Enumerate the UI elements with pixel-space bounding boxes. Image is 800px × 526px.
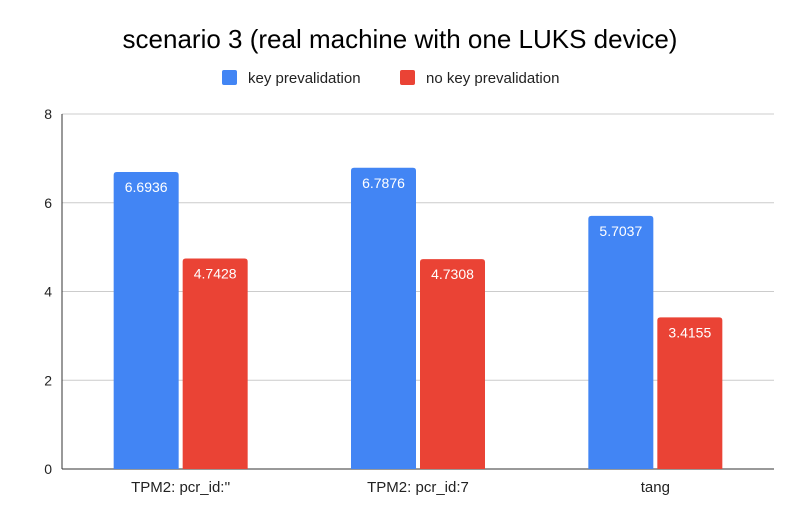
bar [113,171,179,469]
bar [351,167,416,470]
legend-swatch [400,70,415,85]
y-tick-label: 6 [44,195,52,211]
data-label: 5.7037 [599,223,642,239]
legend: key prevalidation no key prevalidation [222,70,559,87]
y-tick-label: 4 [44,284,52,300]
x-tick-label: TPM2: pcr_id:'' [131,479,230,496]
bar [182,258,248,469]
y-tick-label: 8 [44,106,52,122]
data-label: 6.7876 [362,175,405,191]
bar [657,317,723,469]
x-tick-label: TPM2: pcr_id:7 [367,479,469,496]
data-label: 3.4155 [668,324,711,340]
x-tick-label: tang [641,479,670,496]
legend-label: key prevalidation [248,70,361,87]
bars: 6.6936 4.7428 6.7876 4.7308 5.7037 3.4155 [113,167,723,470]
legend-label: no key prevalidation [426,70,559,87]
y-tick-label: 0 [44,461,52,477]
legend-swatch [222,70,237,85]
bar [588,215,654,469]
data-label: 4.7428 [194,266,237,282]
data-label: 4.7308 [431,266,474,282]
y-tick-label: 2 [44,372,52,388]
chart-title: scenario 3 (real machine with one LUKS d… [123,24,678,54]
x-axis-labels: TPM2: pcr_id:'' TPM2: pcr_id:7 tang [131,479,670,496]
gridlines: 0 2 4 6 8 [44,106,774,477]
data-label: 6.6936 [125,179,168,195]
bar [420,259,485,469]
